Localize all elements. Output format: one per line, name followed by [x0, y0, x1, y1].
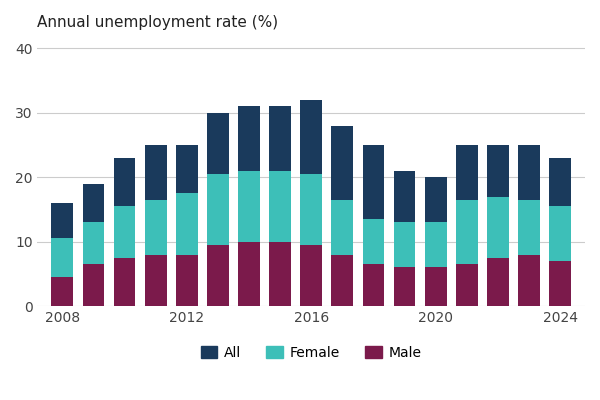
Bar [487, 196, 509, 258]
Bar [549, 206, 571, 261]
Bar [301, 245, 322, 306]
Bar [487, 258, 509, 306]
Bar [331, 200, 353, 254]
Bar [425, 222, 446, 268]
Bar [331, 126, 353, 200]
Bar [145, 200, 167, 254]
Bar [394, 171, 415, 222]
Bar [114, 206, 136, 258]
Bar [518, 254, 540, 306]
Bar [394, 222, 415, 268]
Bar [83, 264, 104, 306]
Bar [238, 106, 260, 171]
Bar [456, 145, 478, 200]
Legend: All, Female, Male: All, Female, Male [195, 340, 427, 365]
Bar [176, 145, 197, 193]
Bar [207, 113, 229, 174]
Bar [456, 200, 478, 264]
Bar [176, 254, 197, 306]
Bar [456, 264, 478, 306]
Bar [362, 264, 385, 306]
Bar [487, 145, 509, 196]
Bar [238, 242, 260, 306]
Bar [52, 203, 73, 238]
Bar [114, 158, 136, 206]
Bar [52, 238, 73, 277]
Bar [207, 174, 229, 245]
Bar [83, 222, 104, 264]
Bar [83, 184, 104, 222]
Bar [394, 268, 415, 306]
Bar [52, 277, 73, 306]
Bar [145, 254, 167, 306]
Bar [238, 171, 260, 242]
Bar [518, 200, 540, 254]
Bar [549, 261, 571, 306]
Bar [301, 174, 322, 245]
Bar [362, 219, 385, 264]
Bar [269, 242, 291, 306]
Bar [269, 106, 291, 171]
Bar [331, 254, 353, 306]
Bar [425, 177, 446, 222]
Bar [114, 258, 136, 306]
Text: Annual unemployment rate (%): Annual unemployment rate (%) [37, 15, 278, 30]
Bar [269, 171, 291, 242]
Bar [518, 145, 540, 200]
Bar [145, 145, 167, 200]
Bar [207, 245, 229, 306]
Bar [362, 145, 385, 219]
Bar [176, 193, 197, 254]
Bar [425, 268, 446, 306]
Bar [549, 158, 571, 206]
Bar [301, 100, 322, 174]
